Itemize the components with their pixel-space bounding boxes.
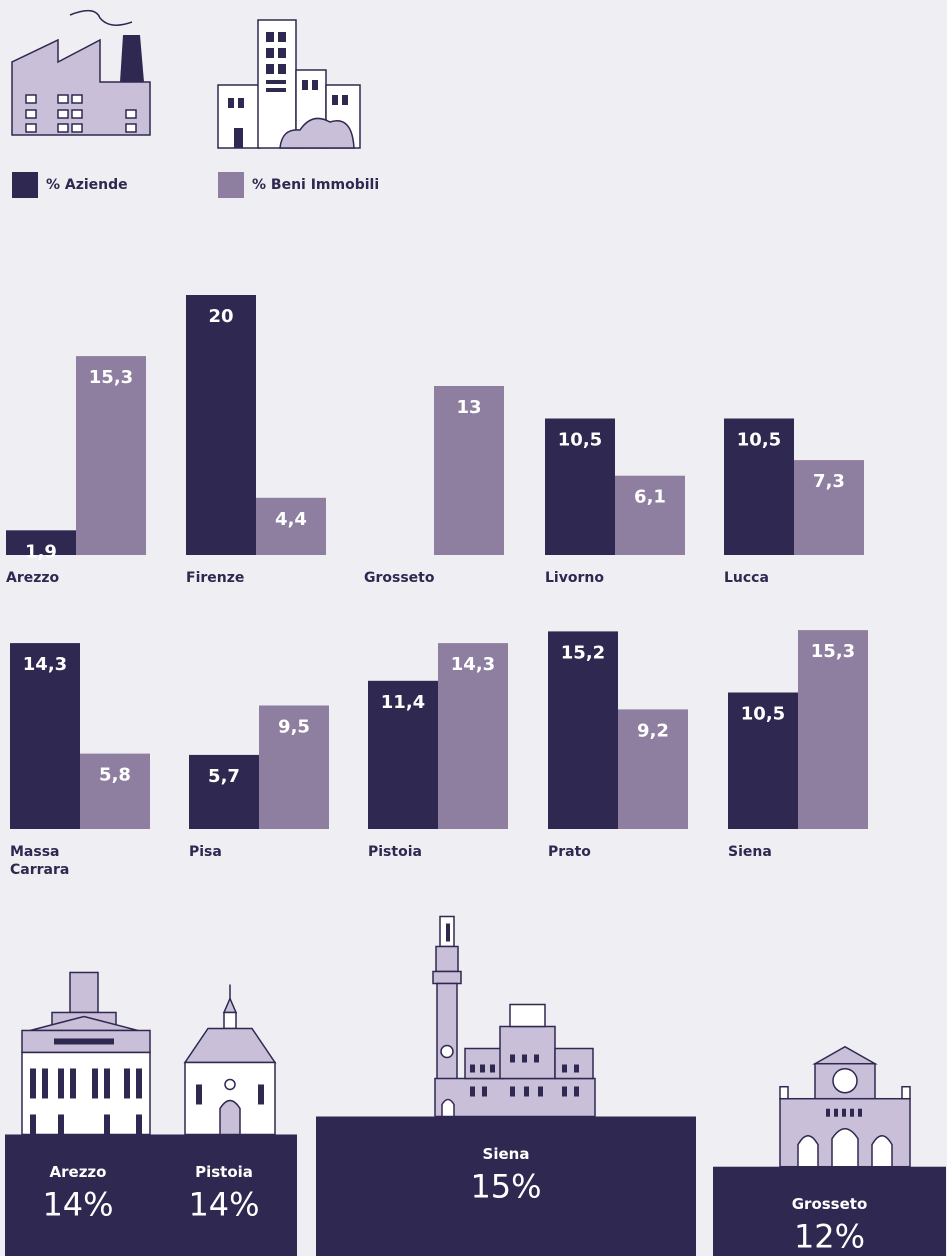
legend-swatch [12, 172, 38, 198]
x-tick-label: Livorno [545, 570, 604, 586]
x-tick-label: Lucca [724, 570, 769, 586]
podium-chart: Arezzo 14% Pistoia 14% Siena 15% Grosseto 12% [5, 1116, 946, 1256]
legend: % Aziende % Beni Immobili [12, 172, 379, 198]
bar-chart: Arezzo 1,9 15,3 Firenze 20 4,4 Grosseto 13 Livor… [6, 295, 868, 878]
x-tick-label: Firenze [186, 570, 244, 586]
podium-block [316, 1116, 696, 1256]
data-label: 1,9 [25, 541, 57, 562]
bar [76, 356, 146, 555]
bar [259, 705, 329, 829]
data-label: 15,2 [561, 642, 605, 663]
bar [368, 680, 438, 829]
data-label: 9,2 [637, 720, 669, 741]
pistoia-landmark [183, 984, 277, 1136]
bar [615, 475, 685, 555]
podium-label: Siena [483, 1145, 530, 1163]
podium-label: Arezzo [50, 1163, 107, 1181]
data-label: 13 [456, 397, 481, 418]
arezzo-landmark [21, 971, 151, 1136]
factory-icon [11, 9, 151, 136]
bar [186, 295, 256, 555]
bar [10, 643, 80, 829]
bar [80, 753, 150, 829]
legend-label: % Aziende [46, 177, 128, 193]
podium-value: 14% [42, 1185, 113, 1223]
data-label: 10,5 [737, 430, 781, 451]
bar [798, 630, 868, 829]
podium-value: 12% [794, 1218, 865, 1256]
data-label: 9,5 [278, 717, 310, 738]
data-label: 14,3 [451, 654, 495, 675]
bar [189, 754, 259, 829]
data-label: 7,3 [813, 471, 845, 492]
x-tick-label: Pistoia [368, 844, 422, 860]
data-label: 14,3 [23, 654, 67, 675]
data-label: 6,1 [634, 487, 666, 508]
x-tick-label: Pisa [189, 844, 222, 860]
data-label: 10,5 [741, 704, 785, 725]
bar [438, 643, 508, 829]
bar [434, 386, 504, 555]
podium-block [151, 1134, 297, 1256]
bar [724, 418, 794, 555]
legend-swatch [218, 172, 244, 198]
bar [728, 692, 798, 829]
siena-landmark [432, 915, 596, 1118]
grosseto-landmark [779, 1045, 911, 1168]
buildings-icon [217, 19, 361, 149]
data-label: 20 [208, 306, 233, 327]
x-tick-label: Massa Carrara [10, 844, 69, 878]
podium-value: 14% [188, 1185, 259, 1223]
data-label: 4,4 [275, 509, 307, 530]
x-tick-label: Siena [728, 844, 772, 860]
bar [794, 460, 864, 555]
data-label: 5,7 [208, 766, 240, 787]
podium-block [5, 1134, 151, 1256]
bar [545, 418, 615, 555]
x-tick-label: Prato [548, 844, 591, 860]
bar [548, 631, 618, 829]
data-label: 11,4 [381, 692, 425, 713]
data-label: 10,5 [558, 430, 602, 451]
x-tick-label: Grosseto [364, 570, 435, 586]
legend-label: % Beni Immobili [252, 177, 379, 193]
data-label: 15,3 [811, 641, 855, 662]
podium-block [713, 1166, 946, 1256]
bar [618, 709, 688, 829]
data-label: 5,8 [99, 765, 131, 786]
podium-label: Pistoia [195, 1163, 253, 1181]
bar [256, 497, 326, 555]
data-label: 15,3 [89, 367, 133, 388]
podium-value: 15% [470, 1168, 541, 1206]
podium-label: Grosseto [792, 1195, 868, 1213]
bar [6, 530, 76, 555]
x-tick-label: Arezzo [6, 570, 60, 586]
